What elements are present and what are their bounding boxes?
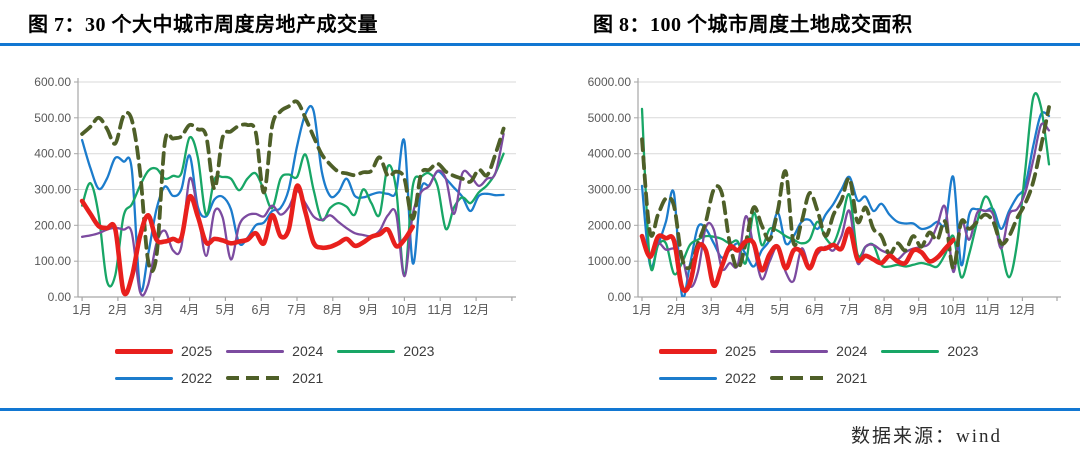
y-tick-label: 0.00 <box>608 290 632 304</box>
top-divider-rule <box>0 43 1080 46</box>
legend-figure-7: 2025 2024 2023 2022 2021 <box>115 340 524 389</box>
legend-swatch-2024 <box>226 349 285 353</box>
x-tick-label: 3月 <box>701 303 720 317</box>
series-line-2024 <box>640 122 1051 289</box>
legend-label-2024: 2024 <box>836 343 868 359</box>
legend-swatch-2024 <box>770 349 829 353</box>
x-tick-label: 10月 <box>391 303 417 317</box>
legend-swatch-2021 <box>226 376 285 380</box>
legend-item-2021: 2021 <box>770 370 867 386</box>
legend-label-2025: 2025 <box>181 343 213 359</box>
y-tick-label: 2000.00 <box>588 218 632 232</box>
series-line-2023 <box>640 92 1051 279</box>
x-tick-label: 1月 <box>632 303 651 317</box>
x-tick-label: 5月 <box>216 303 235 317</box>
y-tick-label: 1000.00 <box>588 254 632 268</box>
x-tick-label: 11月 <box>975 303 1000 317</box>
legend-row: 2022 2021 <box>659 367 1071 389</box>
y-tick-label: 6000.00 <box>588 75 632 89</box>
x-tick-label: 8月 <box>874 303 893 317</box>
y-tick-label: 100.00 <box>34 254 71 268</box>
legend-label-2025: 2025 <box>725 343 757 359</box>
legend-row: 2025 2024 2023 <box>659 340 1071 362</box>
legend-swatch-2025 <box>659 348 717 354</box>
legend-swatch-2023 <box>337 349 396 353</box>
legend-label-2024: 2024 <box>292 343 324 359</box>
legend-label-2022: 2022 <box>725 370 757 386</box>
legend-label-2023: 2023 <box>403 343 435 359</box>
legend-swatch-2022 <box>115 376 173 380</box>
legend-label-2022: 2022 <box>181 370 213 386</box>
legend-item-2021: 2021 <box>226 370 323 386</box>
figure-8: 0.00 1000.00 2000.00 3000.00 4000.00 5000.00 6… <box>556 52 1071 394</box>
y-tick-label: 5000.00 <box>588 111 632 125</box>
chart-canvas-figure-8: 0.00 1000.00 2000.00 3000.00 4000.00 5000.00 6… <box>588 75 1061 317</box>
x-tick-label: 11月 <box>427 303 452 317</box>
y-tick-label: 500.00 <box>34 111 71 125</box>
chart-canvas-figure-7: 0.00 100.00 200.00 300.00 400.00 500.00 600.00… <box>34 75 516 317</box>
x-tick-label: 4月 <box>180 303 199 317</box>
y-tick-label: 300.00 <box>34 183 71 197</box>
legend-item-2025: 2025 <box>115 343 212 359</box>
series-line-2023 <box>80 135 505 288</box>
legend-item-2023: 2023 <box>881 343 978 359</box>
x-tick-label: 7月 <box>287 303 306 317</box>
legend-swatch-2022 <box>659 376 717 380</box>
legend-figure-8: 2025 2024 2023 2022 2021 <box>659 340 1071 389</box>
x-tick-label: 12月 <box>1009 303 1035 317</box>
series-line-2025 <box>79 183 415 297</box>
x-tick-label: 5月 <box>771 303 790 317</box>
y-tick-label: 200.00 <box>34 218 71 232</box>
y-tick-label: 0.00 <box>48 290 72 304</box>
legend-item-2022: 2022 <box>659 370 756 386</box>
data-source-label: 数据来源：wind <box>850 426 1002 447</box>
legend-row: 2022 2021 <box>115 367 524 389</box>
figure-7: 0.00 100.00 200.00 300.00 400.00 500.00 600.00… <box>12 52 524 394</box>
x-tick-label: 4月 <box>736 303 755 317</box>
x-tick-label: 2月 <box>108 303 127 317</box>
legend-label-2021: 2021 <box>836 370 868 386</box>
legend-item-2025: 2025 <box>659 343 756 359</box>
legend-item-2022: 2022 <box>115 370 212 386</box>
y-tick-label: 600.00 <box>34 75 71 89</box>
x-tick-label: 3月 <box>144 303 163 317</box>
legend-item-2023: 2023 <box>337 343 434 359</box>
x-tick-label: 7月 <box>840 303 859 317</box>
y-tick-label: 3000.00 <box>588 183 632 197</box>
figure-7-title: 图 7：30 个大中城市周度房地产成交量 <box>28 14 378 36</box>
x-tick-label: 6月 <box>251 303 270 317</box>
y-tick-label: 4000.00 <box>588 147 632 161</box>
legend-swatch-2021 <box>770 376 829 380</box>
legend-swatch-2023 <box>881 349 940 353</box>
legend-item-2024: 2024 <box>226 343 323 359</box>
x-tick-label: 8月 <box>323 303 342 317</box>
series-line-2021 <box>640 105 1051 271</box>
legend-row: 2025 2024 2023 <box>115 340 524 362</box>
x-tick-label: 9月 <box>359 303 378 317</box>
legend-label-2023: 2023 <box>947 343 979 359</box>
bottom-divider-rule <box>0 408 1080 411</box>
x-tick-label: 2月 <box>667 303 686 317</box>
legend-swatch-2025 <box>115 348 173 354</box>
figure-8-title: 图 8：100 个城市周度土地成交面积 <box>593 14 913 36</box>
series-line-2025 <box>639 226 956 294</box>
x-tick-label: 6月 <box>805 303 824 317</box>
x-tick-label: 10月 <box>940 303 966 317</box>
legend-label-2021: 2021 <box>292 370 324 386</box>
y-tick-label: 400.00 <box>34 147 71 161</box>
x-tick-label: 1月 <box>72 303 91 317</box>
legend-item-2024: 2024 <box>770 343 867 359</box>
x-tick-label: 9月 <box>909 303 928 317</box>
series-line-2021 <box>80 99 506 274</box>
x-tick-label: 12月 <box>463 303 489 317</box>
